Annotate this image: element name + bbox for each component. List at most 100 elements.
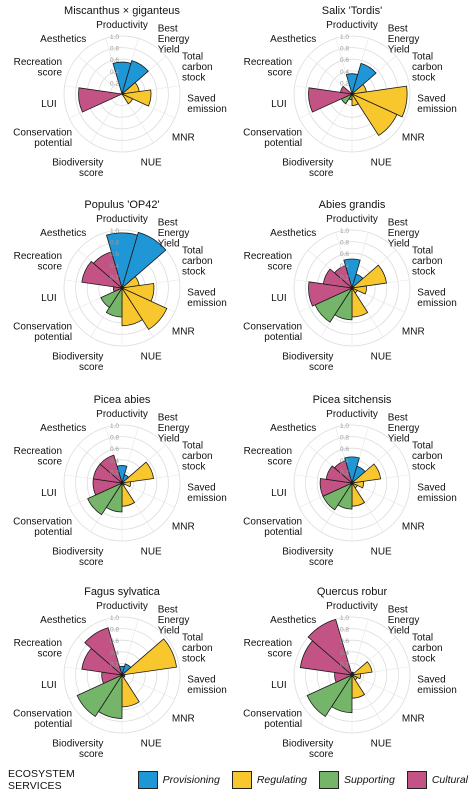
axis-label-lui: LUI (271, 488, 287, 499)
wedge-total-carbon-stock (351, 264, 387, 289)
legend-swatch-regulating (231, 771, 252, 789)
axis-label-best-energy-yield: Best Energy Yield (388, 605, 420, 637)
wedge-productivity (343, 258, 361, 289)
panel-title: Populus 'OP42' (84, 199, 159, 211)
axis-label-recreation-score: Recreation score (14, 638, 63, 660)
radial-tick-label: 0.2 (340, 80, 349, 87)
axis-label-nue: NUE (371, 738, 392, 749)
axis-label-mnr: MNR (402, 133, 425, 144)
wedge-saved-emission (351, 85, 408, 118)
axis-label-lui: LUI (41, 680, 57, 691)
axis-label-mnr: MNR (402, 714, 425, 725)
radial-tick-label: 0.4 (110, 650, 119, 657)
axis-label-saved-emission: Saved emission (417, 94, 456, 116)
wedge-saved-emission (121, 89, 152, 107)
wedge-aesthetics (99, 454, 123, 484)
radial-tick-label: 0.4 (110, 263, 119, 270)
radial-tick-label: 0.6 (340, 446, 349, 453)
axis-label-productivity: Productivity (326, 214, 378, 225)
axis-label-aesthetics: Aesthetics (40, 615, 86, 626)
wedge-aesthetics (84, 627, 123, 676)
panel-populus-op42: Populus 'OP42' 0.2 0.4 0.6 0.8 1.0 Productivit… (13, 199, 227, 373)
panel-miscanthus-giganteus: Miscanthus × giganteus 0.2 0.4 0.6 0.8 1.0 Pro… (13, 5, 227, 179)
wedge-saved-emission (351, 673, 362, 680)
wedge-saved-emission (351, 480, 364, 489)
radial-tick-label: 0.8 (110, 46, 119, 53)
radial-tick-label: 0.8 (340, 435, 349, 442)
axis-label-lui: LUI (41, 293, 57, 304)
wedge-lui (308, 87, 353, 113)
radial-tick-label: 0.4 (340, 458, 349, 465)
axis-label-conservation-potential: Conservation potential (13, 128, 72, 150)
legend-swatch-cultural (406, 771, 427, 789)
radial-tick-label: 0.8 (110, 435, 119, 442)
panel-picea-sitchensis: Picea sitchensis 0.2 0.4 0.6 0.8 1.0 Productiv… (243, 394, 457, 568)
axis-label-biodiversity-score: Biodiversity score (52, 738, 104, 760)
axis-label-conservation-potential: Conservation potential (243, 128, 302, 150)
wedge-conservation-potential (87, 482, 123, 516)
radial-tick-label: 0.8 (340, 46, 349, 53)
axis-label-conservation-potential: Conservation potential (243, 517, 302, 539)
axis-label-biodiversity-score: Biodiversity score (52, 546, 104, 568)
axis-label-biodiversity-score: Biodiversity score (282, 546, 334, 568)
grid-spoke (90, 93, 123, 143)
legend-item-provisioning: Provisioning (137, 771, 220, 789)
axis-label-biodiversity-score: Biodiversity score (282, 157, 334, 179)
axis-label-aesthetics: Aesthetics (270, 423, 316, 434)
wedge-conservation-potential (306, 674, 353, 717)
radial-tick-label: 1.0 (340, 423, 349, 430)
wedge-aesthetics (334, 460, 353, 484)
legend-title: ECOSYSTEM SERVICES (8, 768, 75, 792)
axis-label-biodiversity-score: Biodiversity score (52, 157, 104, 179)
axis-label-nue: NUE (371, 157, 392, 168)
wedge-total-carbon-stock (121, 638, 177, 676)
radial-tick-label: 0.2 (340, 469, 349, 476)
axis-label-total-carbon-stock: Total carbon stock (412, 52, 443, 84)
wedge-mnr (121, 287, 168, 330)
radial-tick-label: 1.0 (340, 34, 349, 41)
grid-spoke (77, 55, 123, 95)
wedge-recreation-score (322, 268, 353, 289)
axis-label-saved-emission: Saved emission (187, 675, 226, 697)
axis-label-aesthetics: Aesthetics (40, 423, 86, 434)
panel-title: Abies grandis (319, 199, 386, 211)
axis-label-mnr: MNR (402, 327, 425, 338)
axis-label-total-carbon-stock: Total carbon stock (182, 633, 213, 665)
axis-label-recreation-score: Recreation score (244, 57, 293, 79)
axis-label-mnr: MNR (172, 133, 195, 144)
axis-label-total-carbon-stock: Total carbon stock (412, 441, 443, 473)
radial-tick-label: 0.2 (340, 274, 349, 281)
axis-label-conservation-potential: Conservation potential (243, 709, 302, 731)
axis-label-lui: LUI (271, 99, 287, 110)
axis-label-aesthetics: Aesthetics (40, 34, 86, 45)
axis-label-recreation-score: Recreation score (14, 251, 63, 273)
axis-label-biodiversity-score: Biodiversity score (282, 351, 334, 373)
radial-tick-label: 0.2 (110, 469, 119, 476)
wedge-aesthetics (307, 618, 353, 676)
panel-title: Miscanthus × giganteus (64, 5, 180, 17)
radial-tick-label: 1.0 (110, 423, 119, 430)
axis-label-productivity: Productivity (96, 214, 148, 225)
grid-spoke (121, 482, 175, 508)
axis-label-nue: NUE (371, 351, 392, 362)
axis-label-best-energy-yield: Best Energy Yield (388, 413, 420, 445)
axis-label-conservation-potential: Conservation potential (243, 322, 302, 344)
legend-swatch-supporting (319, 771, 340, 789)
axis-label-best-energy-yield: Best Energy Yield (158, 24, 190, 56)
axis-label-recreation-score: Recreation score (14, 446, 63, 468)
axis-label-recreation-score: Recreation score (244, 446, 293, 468)
axis-label-productivity: Productivity (326, 20, 378, 31)
wedge-total-carbon-stock (121, 461, 154, 484)
axis-label-saved-emission: Saved emission (187, 288, 226, 310)
axis-label-aesthetics: Aesthetics (270, 34, 316, 45)
axis-label-lui: LUI (41, 99, 57, 110)
radial-tick-label: 0.2 (110, 80, 119, 87)
panel-title: Quercus robur (317, 586, 388, 598)
panel-fagus-sylvatica: Fagus sylvatica 0.2 0.4 0.6 0.8 1.0 Productivi… (13, 586, 227, 760)
axis-label-productivity: Productivity (96, 601, 148, 612)
axis-label-aesthetics: Aesthetics (270, 228, 316, 239)
radial-tick-label: 0.6 (110, 57, 119, 64)
axis-label-best-energy-yield: Best Energy Yield (388, 218, 420, 250)
axis-label-conservation-potential: Conservation potential (13, 517, 72, 539)
grid-spoke (351, 619, 369, 676)
